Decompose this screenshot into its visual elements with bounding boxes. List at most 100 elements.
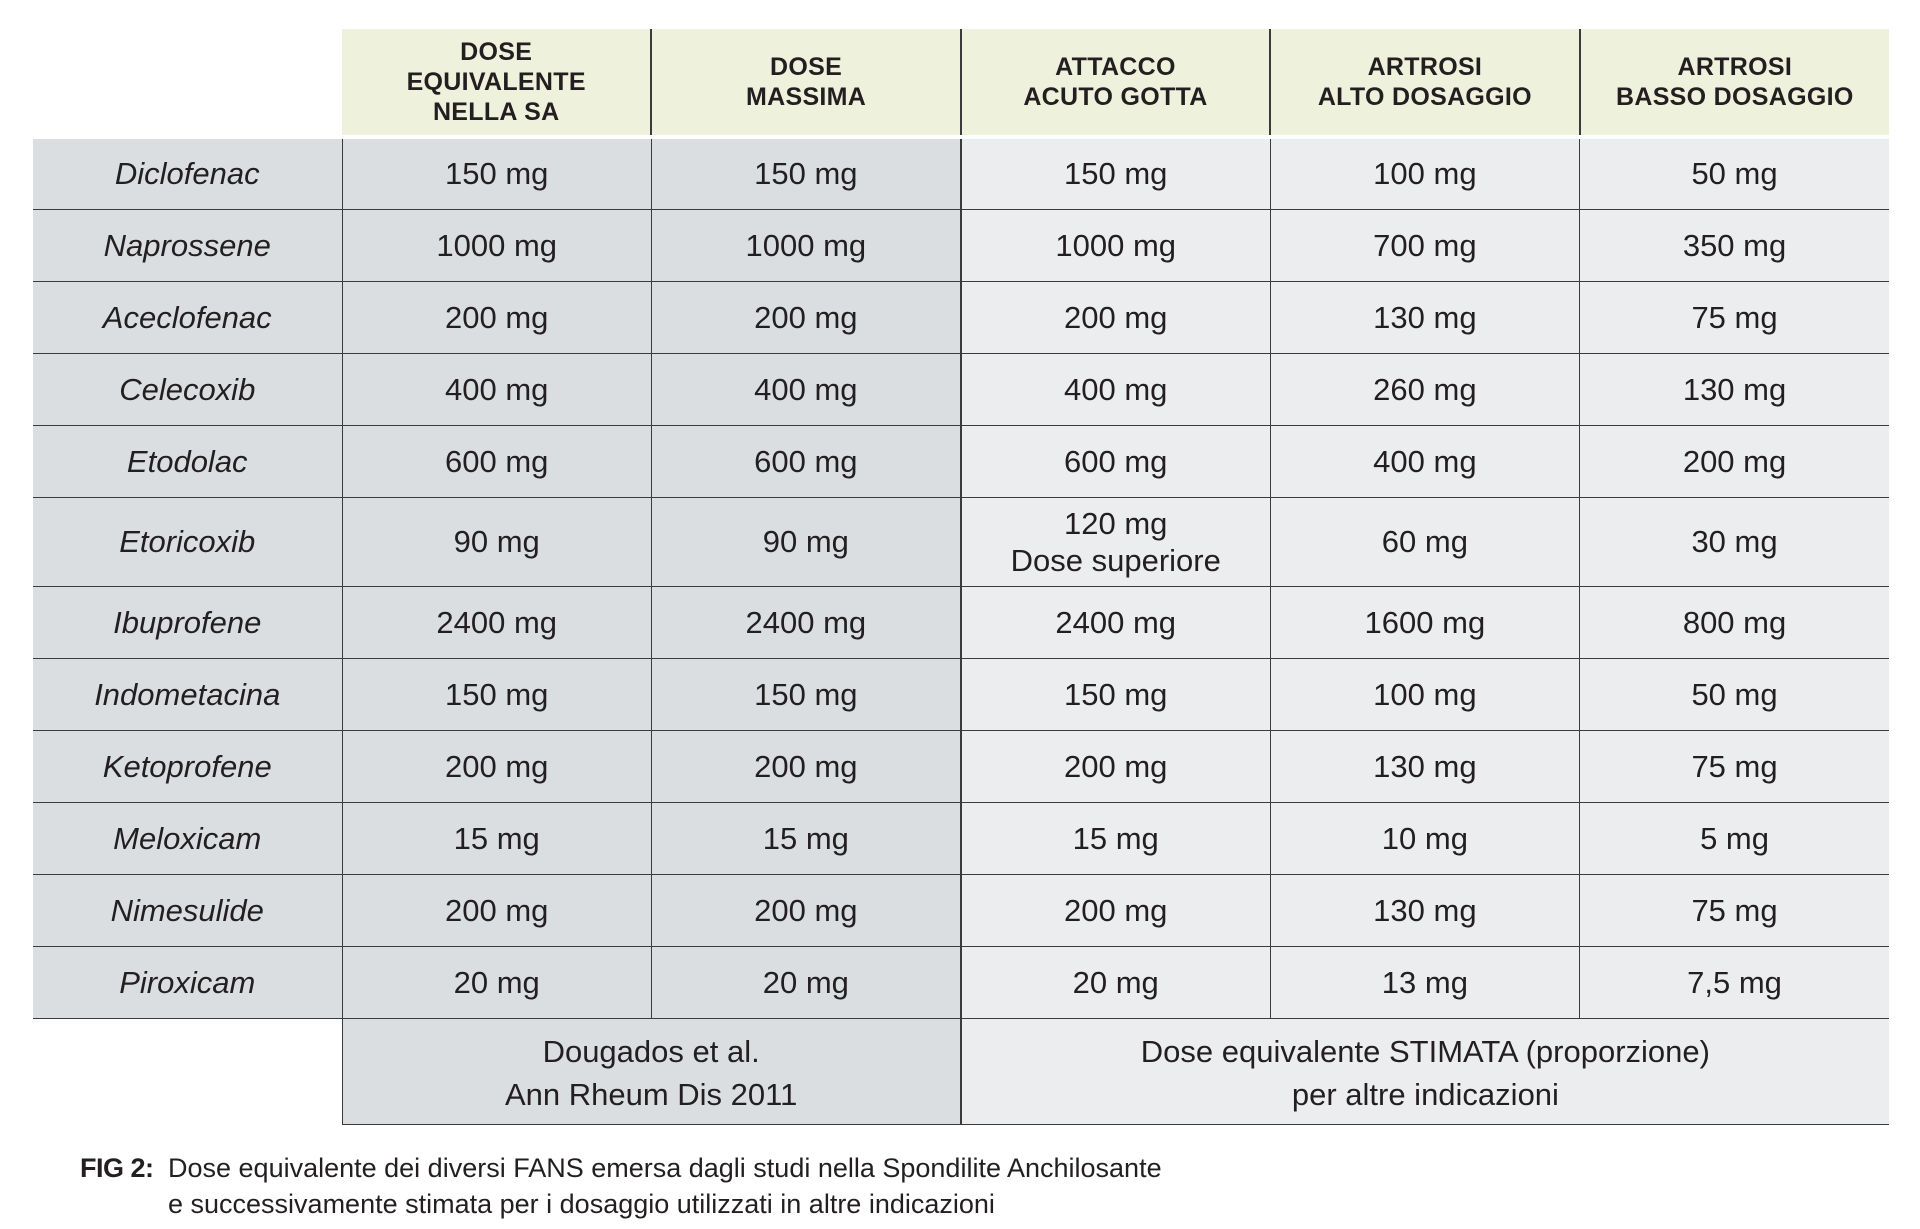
column-header-line: BASSO DOSAGGIO [1616,83,1854,111]
table-row: Piroxicam 20 mg 20 mg 20 mg 13 mg 7,5 mg [33,945,1889,1019]
source-left-line1: Dougados et al. [542,1033,760,1069]
dose-cell: 2400 mg [341,585,652,658]
dose-cell: 800 mg [1579,585,1889,658]
dose-cell: 400 mg [959,352,1271,425]
drug-name: Diclofenac [33,135,342,209]
column-header: ATTACCO ACUTO GOTTA [959,29,1271,137]
drug-name: Piroxicam [33,945,342,1019]
column-header-line: NELLA SA [432,98,560,126]
dose-cell: 2400 mg [959,585,1271,658]
dose-cell: 150 mg [341,135,652,209]
dose-cell: 20 mg [341,945,652,1019]
dose-cell: 1000 mg [341,208,652,281]
column-header: DOSE EQUIVALENTE NELLA SA [342,29,652,137]
dose-cell: 75 mg [1579,873,1889,946]
drug-name: Meloxicam [33,801,342,874]
dose-cell: 13 mg [1269,945,1580,1019]
dose-cell: 600 mg [650,424,961,497]
dose-cell: 30 mg [1579,496,1889,586]
dose-cell: 350 mg [1579,208,1889,281]
column-header-line: EQUIVALENTE [406,68,586,96]
table-row: Meloxicam 15 mg 15 mg 15 mg 10 mg 5 mg [33,801,1889,874]
dose-cell: 1600 mg [1269,585,1580,658]
dose-cell: 100 mg [1269,657,1580,730]
table-row: Etodolac 600 mg 600 mg 600 mg 400 mg 200 mg [33,424,1889,497]
dose-cell: 200 mg [1579,424,1889,497]
dose-cell: 15 mg [650,801,961,874]
header-row: DOSE EQUIVALENTE NELLA SA DOSE MASSIMA ATTA… [33,29,1889,137]
dose-cell: 15 mg [959,801,1271,874]
dose-cell: 150 mg [341,657,652,730]
drug-name: Naprossene [33,208,342,281]
dose-cell: 400 mg [341,352,652,425]
dose-cell: 20 mg [650,945,961,1019]
column-header-line: ARTROSI [1677,53,1793,81]
dose-cell: 15 mg [341,801,652,874]
dose-cell: 130 mg [1269,873,1580,946]
source-left-line2: Ann Rheum Dis 2011 [504,1076,798,1112]
table-row: Naprossene 1000 mg 1000 mg 1000 mg 700 mg 350… [33,208,1889,281]
drug-name: Etodolac [33,424,342,497]
dose-cell: 260 mg [1269,352,1580,425]
dose-cell: 200 mg [341,729,652,802]
dose-cell: 200 mg [959,873,1271,946]
dose-cell: 7,5 mg [1579,945,1889,1019]
caption-line2: e successivamente stimata per i dosaggio… [168,1189,995,1219]
dose-cell: 150 mg [959,135,1271,209]
column-header-line: MASSIMA [746,83,867,111]
table-row: Ibuprofene 2400 mg 2400 mg 2400 mg 1600 mg 80… [33,585,1889,658]
dose-cell: 200 mg [650,280,961,353]
nsaid-dose-table: DOSE EQUIVALENTE NELLA SA DOSE MASSIMA ATTA… [33,29,1889,1125]
dose-cell: 1000 mg [959,208,1271,281]
dose-cell: 50 mg [1579,135,1889,209]
column-header-line: ATTACCO [1055,53,1176,81]
drug-name: Nimesulide [33,873,342,946]
dose-cell: 400 mg [650,352,961,425]
dose-cell: 130 mg [1269,280,1580,353]
table-row: Nimesulide 200 mg 200 mg 200 mg 130 mg 75 mg [33,873,1889,946]
sources-blank [33,1018,342,1124]
drug-name: Ibuprofene [33,585,342,658]
dose-cell: 150 mg [650,657,961,730]
table-body: Diclofenac 150 mg 150 mg 150 mg 100 mg 50 mg N… [33,135,1889,1019]
drug-name: Ketoprofene [33,729,342,802]
dose-cell: 5 mg [1579,801,1889,874]
table-row: Etoricoxib 90 mg 90 mg 120 mg Dose superiore… [33,496,1889,586]
dose-cell: 200 mg [341,280,652,353]
column-header-line: DOSE [460,38,533,66]
drug-name: Etoricoxib [33,496,342,586]
source-dougados: Dougados et al. Ann Rheum Dis 2011 [341,1018,961,1125]
column-header-line: ACUTO GOTTA [1023,83,1208,111]
caption-label: FIG 2: [80,1153,154,1183]
sources-row: Dougados et al. Ann Rheum Dis 2011 Dose … [33,1018,1889,1125]
dose-cell: 90 mg [650,496,961,586]
table-row: Diclofenac 150 mg 150 mg 150 mg 100 mg 50 mg [33,135,1889,209]
dose-cell: 20 mg [959,945,1271,1019]
dose-cell: 600 mg [959,424,1271,497]
table-row: Aceclofenac 200 mg 200 mg 200 mg 130 mg 75 mg [33,280,1889,353]
dose-cell-line: Dose superiore [1010,542,1221,578]
caption-line1: Dose equivalente dei diversi FANS emersa… [168,1153,1162,1183]
header-corner [33,29,342,137]
dose-cell: 2400 mg [650,585,961,658]
dose-cell: 50 mg [1579,657,1889,730]
dose-cell: 1000 mg [650,208,961,281]
drug-name: Indometacina [33,657,342,730]
source-right-line2: per altre indicazioni [1291,1076,1559,1112]
column-header-line: ALTO DOSAGGIO [1317,83,1532,111]
dose-cell: 200 mg [650,729,961,802]
dose-cell: 130 mg [1579,352,1889,425]
column-header: DOSE MASSIMA [650,29,961,137]
dose-cell: 120 mg Dose superiore [959,496,1271,586]
dose-cell: 200 mg [959,729,1271,802]
dose-cell: 10 mg [1269,801,1580,874]
column-header-line: ARTROSI [1367,53,1483,81]
dose-cell: 400 mg [1269,424,1580,497]
dose-cell: 600 mg [341,424,652,497]
source-estimated: Dose equivalente STIMATA (proporzione) p… [959,1018,1889,1125]
dose-cell: 90 mg [341,496,652,586]
dose-cell: 200 mg [959,280,1271,353]
dose-cell: 75 mg [1579,280,1889,353]
table-row: Celecoxib 400 mg 400 mg 400 mg 260 mg 130 mg [33,352,1889,425]
dose-cell: 60 mg [1269,496,1580,586]
